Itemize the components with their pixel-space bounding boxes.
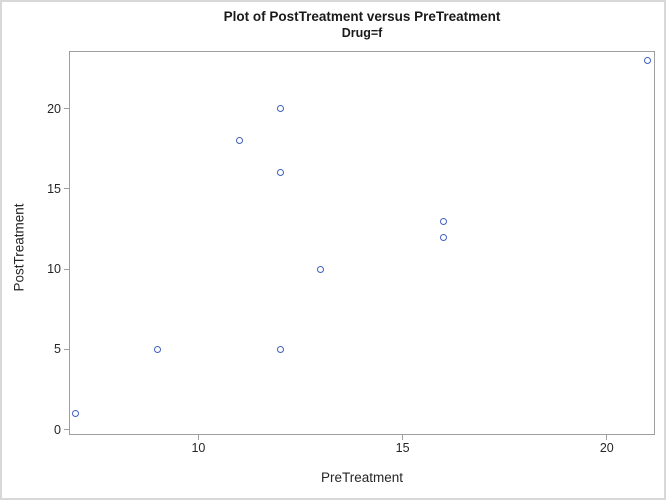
y-tick	[64, 188, 69, 190]
y-tick-label: 20	[47, 101, 61, 116]
x-tick-label: 15	[395, 441, 410, 455]
data-point-marker	[317, 265, 325, 273]
data-point-marker	[235, 137, 243, 145]
data-point-marker	[154, 345, 162, 353]
data-point-marker	[276, 345, 284, 353]
x-axis-label: PreTreatment	[320, 470, 404, 485]
data-point-marker	[644, 57, 652, 65]
y-tick	[64, 348, 69, 350]
x-tick	[402, 435, 404, 440]
y-tick-label: 15	[47, 181, 61, 196]
y-tick-label: 5	[54, 342, 61, 357]
x-tick-label: 20	[599, 441, 614, 455]
y-tick	[64, 268, 69, 270]
data-point-marker	[439, 217, 447, 225]
x-tick	[606, 435, 608, 440]
y-tick-label: 10	[47, 262, 61, 277]
data-point-marker	[72, 410, 80, 417]
y-axis-label: PostTreatment	[11, 203, 27, 292]
y-tick	[64, 429, 69, 431]
data-point-marker	[276, 105, 284, 113]
y-tick	[64, 108, 69, 110]
data-point-marker	[439, 233, 447, 241]
chart-subtitle: Drug=f	[341, 26, 383, 40]
plot-frame	[69, 51, 655, 435]
plot-area: 10 15 20 0 5 10 15 20	[47, 51, 655, 455]
x-tick-label: 10	[191, 441, 206, 455]
data-point-marker	[276, 169, 284, 177]
title-block: Plot of PostTreatment versus PreTreatmen…	[69, 8, 655, 41]
x-tick	[197, 435, 199, 440]
chart-title: Plot of PostTreatment versus PreTreatmen…	[223, 9, 501, 24]
y-tick-label: 0	[54, 422, 61, 437]
